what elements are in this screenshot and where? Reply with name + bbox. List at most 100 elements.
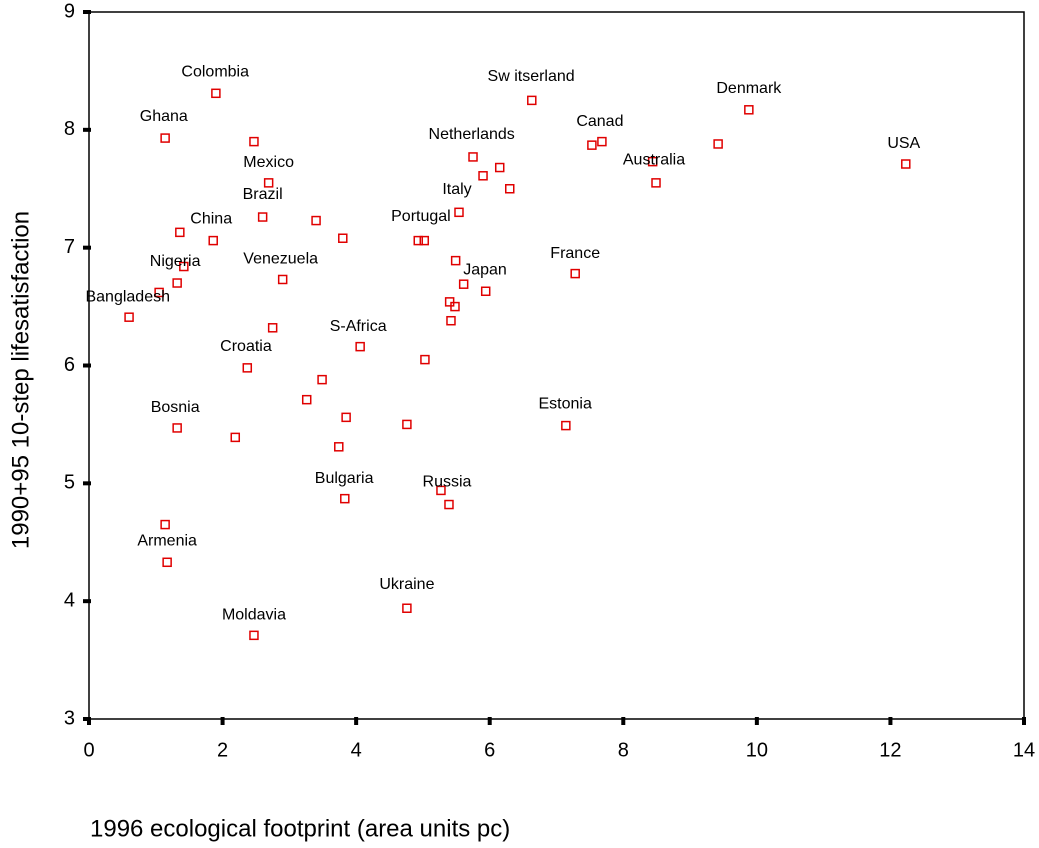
- point-label: Italy: [442, 181, 471, 198]
- x-tick: [754, 717, 759, 725]
- y-tick: [83, 245, 91, 250]
- point: [450, 255, 461, 266]
- y-tick: [83, 481, 91, 486]
- x-tick: [487, 717, 492, 725]
- point: [444, 499, 454, 510]
- x-tick: [354, 717, 359, 725]
- point: [175, 227, 185, 238]
- y-tick-label: 6: [64, 354, 75, 376]
- point: [230, 432, 241, 443]
- y-tick: [83, 127, 91, 132]
- point: [468, 152, 478, 162]
- point: [160, 133, 170, 143]
- point: [340, 493, 350, 504]
- y-tick-label: 7: [64, 236, 75, 258]
- point-label: Brazil: [243, 186, 283, 203]
- point: [527, 95, 537, 106]
- x-tick-label: 2: [217, 739, 228, 761]
- point-label: Canad: [576, 113, 623, 130]
- point-label: Ukraine: [379, 576, 434, 593]
- point-label: Ghana: [140, 108, 188, 125]
- point: [570, 268, 580, 279]
- point: [413, 235, 424, 246]
- x-axis-label: 1996 ecological footprint (area units pc…: [90, 815, 510, 842]
- point: [458, 279, 469, 289]
- point: [124, 312, 134, 322]
- point-label: Colombia: [181, 63, 249, 80]
- point-label: Armenia: [137, 532, 197, 549]
- point: [561, 420, 571, 431]
- point: [162, 557, 172, 568]
- y-tick: [83, 10, 91, 14]
- y-tick: [83, 363, 91, 368]
- y-tick-label: 5: [64, 472, 75, 494]
- point: [651, 178, 661, 188]
- point: [341, 412, 351, 423]
- point-label: USA: [887, 135, 920, 152]
- y-tick-label: 9: [64, 0, 75, 22]
- point: [249, 630, 259, 641]
- point-label: Venezuela: [243, 251, 318, 268]
- x-tick-label: 14: [1013, 739, 1035, 761]
- point: [647, 156, 658, 167]
- point: [160, 519, 170, 530]
- x-tick-label: 4: [351, 739, 362, 761]
- point: [263, 178, 274, 188]
- point: [267, 323, 278, 333]
- point-label: Bangladesh: [85, 288, 170, 305]
- x-tick-label: 10: [746, 739, 768, 761]
- point: [402, 419, 412, 430]
- x-tick-label: 6: [484, 739, 495, 761]
- x-tick: [220, 717, 225, 725]
- point-label: S-Africa: [330, 318, 387, 335]
- point-label: Sw itserland: [488, 68, 575, 85]
- point: [419, 235, 430, 246]
- point-label: Bulgaria: [315, 470, 374, 487]
- point: [494, 162, 505, 173]
- point-label: Portugal: [391, 208, 451, 225]
- point: [505, 184, 515, 194]
- point: [713, 139, 723, 149]
- point: [480, 286, 491, 297]
- y-tick: [83, 599, 91, 604]
- point: [355, 341, 365, 352]
- x-tick: [888, 717, 893, 725]
- y-tick-label: 8: [64, 118, 75, 140]
- point-label: Australia: [623, 152, 685, 169]
- point-label: Croatia: [220, 338, 272, 355]
- x-tick-label: 8: [618, 739, 629, 761]
- point: [154, 287, 164, 298]
- point: [402, 603, 412, 613]
- x-tick: [1022, 717, 1026, 725]
- point: [249, 136, 259, 147]
- point-label: Nigeria: [150, 253, 201, 270]
- point: [211, 88, 221, 99]
- point: [301, 394, 312, 405]
- point: [587, 140, 597, 150]
- point-label: France: [550, 245, 600, 262]
- point-label: Estonia: [538, 396, 591, 413]
- point: [450, 301, 460, 312]
- point: [334, 442, 344, 452]
- point-label: Netherlands: [429, 126, 515, 143]
- point-label: Bosnia: [151, 399, 200, 416]
- point: [478, 171, 488, 181]
- x-tick: [621, 717, 626, 725]
- point: [172, 278, 182, 288]
- point: [172, 423, 182, 433]
- y-axis-label: 1990+95 10-step lifesatisfaction: [7, 211, 34, 549]
- point-label: Mexico: [243, 154, 294, 171]
- x-tick-label: 12: [879, 739, 901, 761]
- point: [338, 233, 348, 243]
- point: [317, 374, 327, 385]
- point: [744, 105, 754, 115]
- point-label: Denmark: [716, 80, 782, 97]
- point: [208, 235, 218, 246]
- point-label: Moldavia: [222, 607, 286, 624]
- point: [311, 215, 321, 226]
- point: [179, 261, 189, 272]
- point: [454, 207, 464, 218]
- point: [901, 159, 911, 169]
- x-tick-label: 0: [83, 739, 94, 761]
